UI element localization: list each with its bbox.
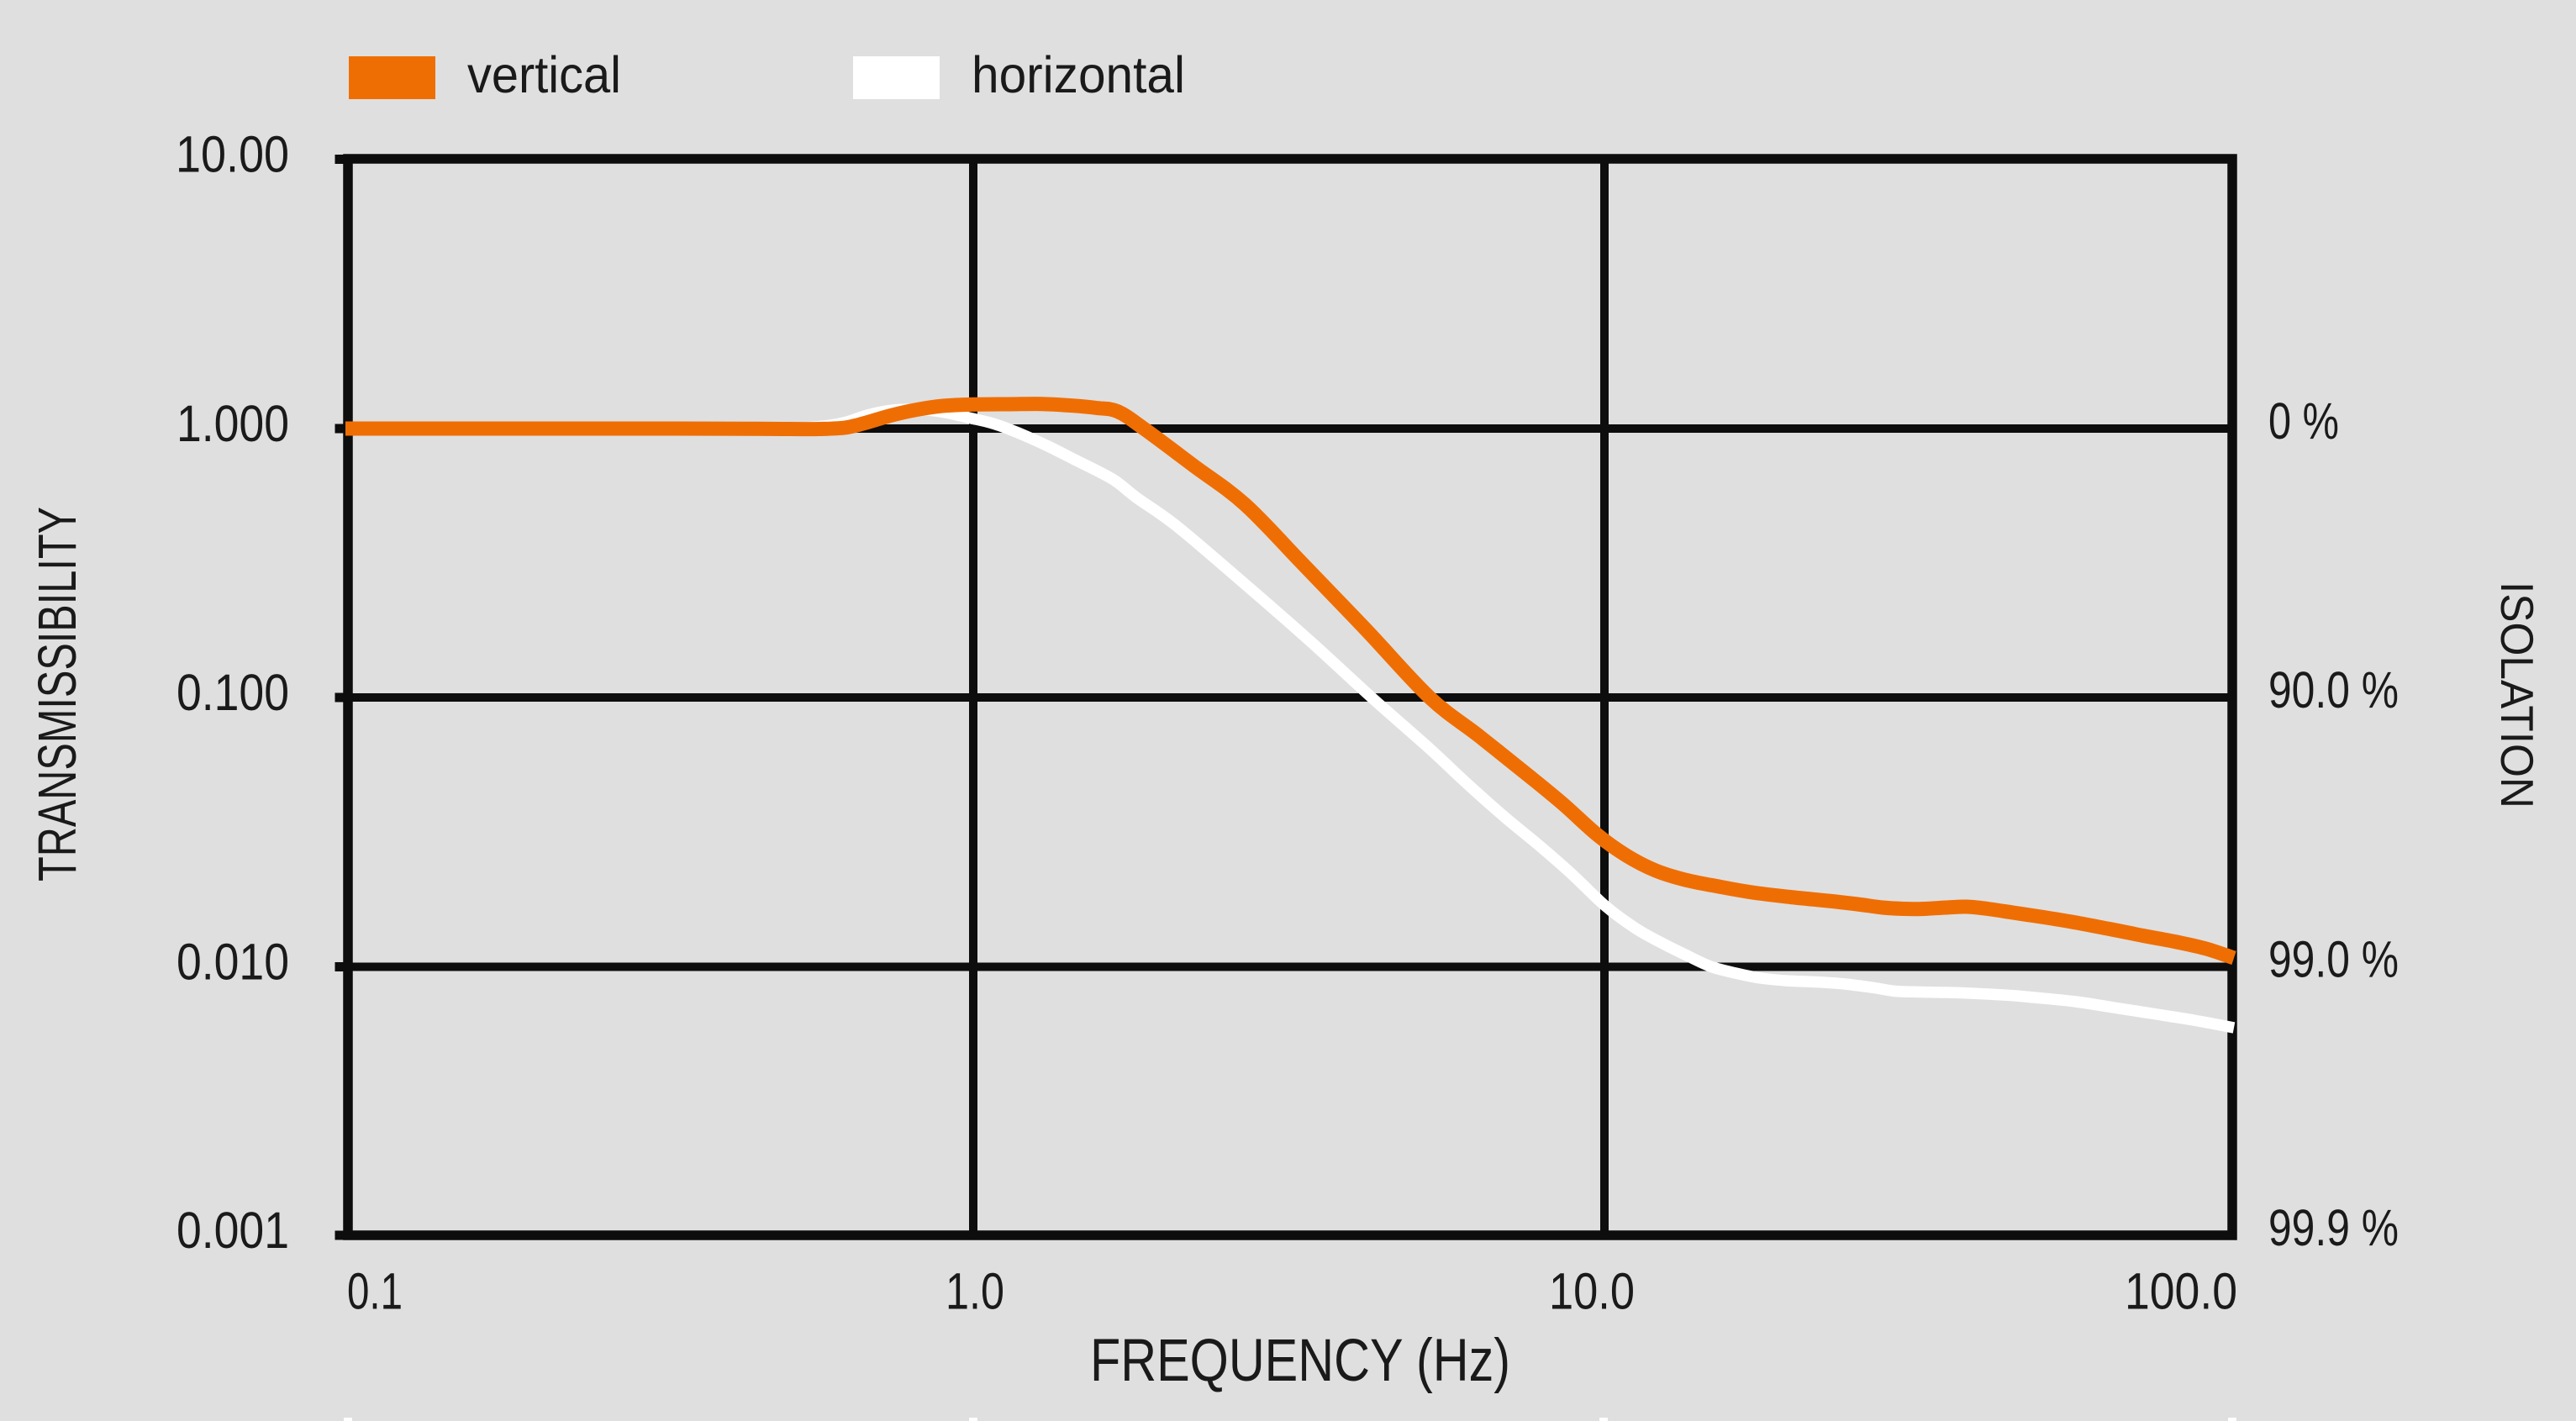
svg-text:10.00: 10.00: [176, 126, 289, 183]
svg-text:0.001: 0.001: [176, 1202, 289, 1259]
svg-text:0 %: 0 %: [2268, 392, 2339, 450]
svg-text:0.100: 0.100: [176, 664, 289, 721]
svg-text:0.1: 0.1: [347, 1263, 403, 1320]
svg-text:1.0: 1.0: [946, 1263, 1004, 1320]
svg-text:10.0: 10.0: [1549, 1263, 1635, 1320]
svg-text:horizontal: horizontal: [972, 46, 1185, 103]
svg-text:90.0 %: 90.0 %: [2268, 661, 2399, 718]
svg-text:99.9 %: 99.9 %: [2268, 1199, 2399, 1256]
svg-text:0.010: 0.010: [176, 934, 289, 991]
svg-text:1.000: 1.000: [176, 395, 289, 452]
svg-text:ISOLATION: ISOLATION: [2491, 582, 2543, 808]
svg-text:TRANSMISSIBILITY: TRANSMISSIBILITY: [27, 507, 87, 882]
svg-text:100.0: 100.0: [2125, 1263, 2237, 1320]
svg-text:FREQUENCY (Hz): FREQUENCY (Hz): [1090, 1328, 1510, 1394]
svg-text:vertical: vertical: [467, 46, 621, 103]
svg-text:99.0 %: 99.0 %: [2268, 931, 2399, 988]
